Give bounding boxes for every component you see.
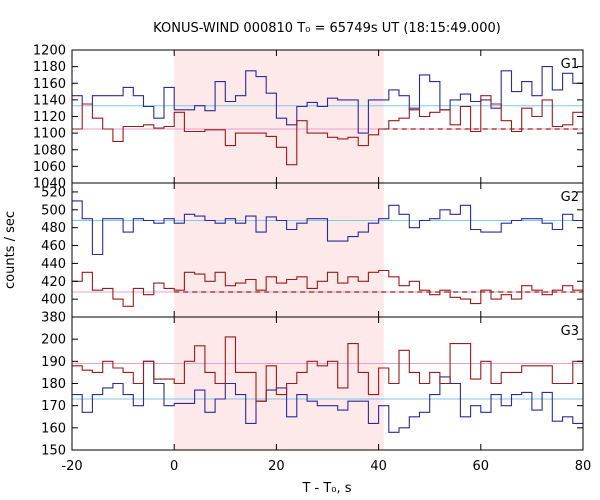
panel-g3-y-tick-label: 150 [41,444,66,459]
x-tick-label: 0 [170,459,178,474]
panel-g2-y-tick-label: 420 [41,275,66,290]
panel-g2-y-tick-label: 380 [41,311,66,326]
panel-g2-series-blue [72,200,583,256]
panel-g3-y-tick-label: 160 [41,421,66,436]
x-tick-label: 20 [268,459,285,474]
panel-g2-y-tick-label: 480 [41,221,66,236]
panel-g2-y-tick-label: 460 [41,239,66,254]
y-axis-label: counts / sec [3,211,18,289]
panel-g2-y-tick-label: 500 [41,203,66,218]
x-tick-label: 40 [370,459,387,474]
x-axis-label: T - T₀, s [301,481,351,496]
panel-g3-y-tick-label: 200 [41,333,66,348]
panel-g3-label: G3 [561,324,579,339]
panel-g3-y-tick-label: 170 [41,399,66,414]
panel-g2-y-tick-label: 520 [41,185,66,200]
panel-g1-y-tick-label: 1080 [33,143,66,158]
panel-g1-y-tick-label: 1200 [33,44,66,59]
x-tick-label: 60 [473,459,490,474]
panel-g1-highlight-region [174,50,384,183]
panel-g1-y-tick-label: 1060 [33,160,66,175]
panel-g1-y-tick-label: 1100 [33,127,66,142]
panel-g3-series-blue [72,360,583,433]
panel-g1-series-blue [72,66,583,134]
panel-g1-y-tick-label: 1120 [33,110,66,125]
panel-g3-series-red [72,336,583,402]
panel-g1-y-tick-label: 1160 [33,77,66,92]
panel-g2-series-red [72,269,583,307]
panel-g1-y-tick-label: 1040 [33,177,66,192]
panel-g1-y-tick-label: 1180 [33,60,66,75]
panel-g2-y-tick-label: 440 [41,257,66,272]
panel-g1-label: G1 [561,57,579,72]
panel-g1-series-red [72,95,583,166]
x-tick-label: 80 [575,459,592,474]
chart-title: KONUS-WIND 000810 T₀ = 65749s UT (18:15:… [153,21,501,36]
x-tick-label: -20 [61,459,82,474]
panel-g3-highlight-region [174,317,384,450]
panel-g2-label: G2 [561,190,579,205]
panel-g2-y-tick-label: 400 [41,293,66,308]
panel-g3-y-tick-label: 190 [41,355,66,370]
panel-g1-y-tick-label: 1140 [33,93,66,108]
panel-g3-y-tick-label: 180 [41,377,66,392]
panel-g2-highlight-region [174,183,384,317]
